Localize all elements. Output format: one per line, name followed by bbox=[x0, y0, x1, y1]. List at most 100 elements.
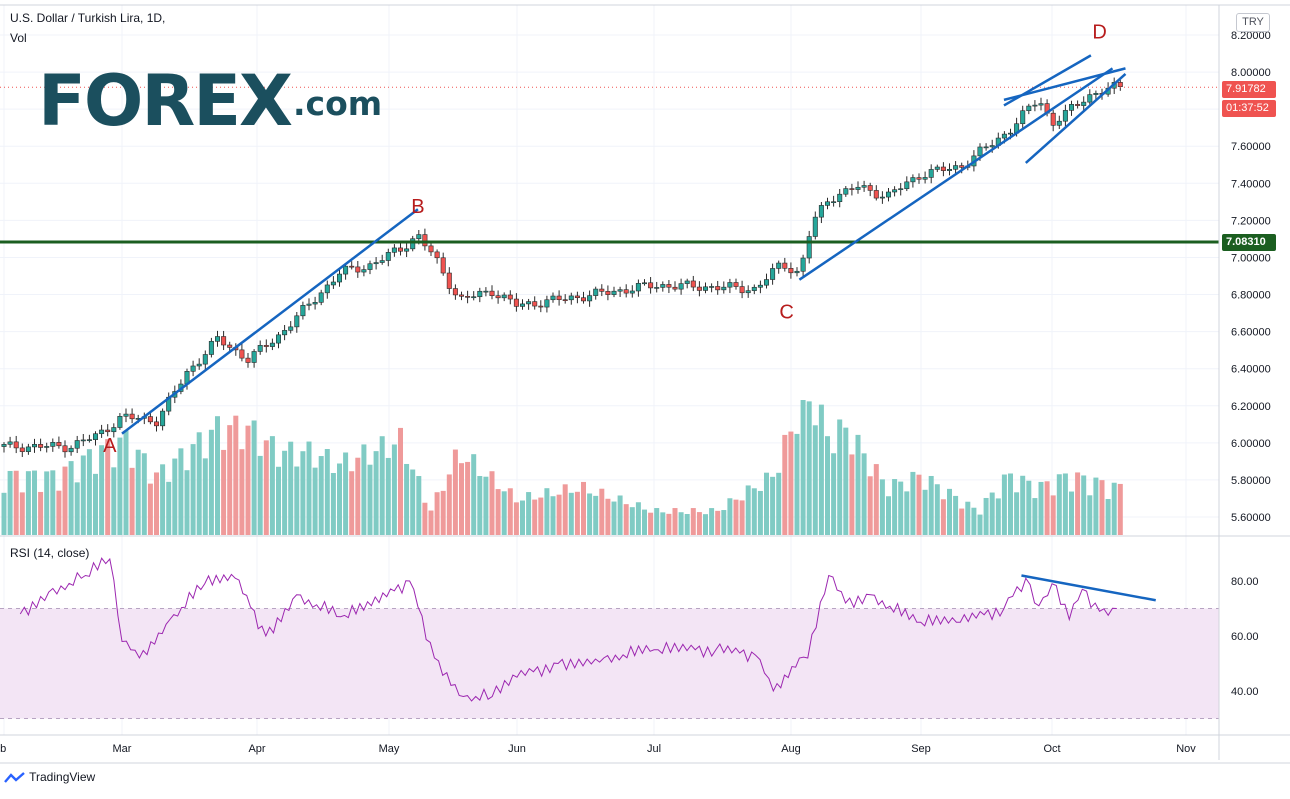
time-tick-label: Oct bbox=[1043, 743, 1060, 755]
candle-body bbox=[794, 270, 800, 274]
candle-body bbox=[739, 286, 745, 294]
volume-bar bbox=[660, 512, 666, 535]
price-tick-label: 8.20000 bbox=[1231, 30, 1271, 42]
volume-bar bbox=[696, 512, 702, 535]
volume-bar bbox=[562, 484, 568, 535]
candle-body bbox=[678, 283, 684, 290]
candle-body bbox=[855, 186, 861, 190]
candle-body bbox=[953, 165, 959, 170]
volume-bar bbox=[440, 490, 446, 535]
volume-bar bbox=[800, 400, 806, 535]
candle-body bbox=[648, 282, 654, 289]
volume-bar bbox=[538, 497, 544, 535]
price-tick-label: 6.60000 bbox=[1231, 327, 1271, 339]
price-tick-label: 6.20000 bbox=[1231, 401, 1271, 413]
volume-bar bbox=[995, 498, 1001, 535]
candle-body bbox=[257, 345, 263, 352]
candle-body bbox=[275, 334, 281, 344]
candle-body bbox=[709, 286, 715, 288]
candle-body bbox=[916, 177, 922, 180]
volume-bar bbox=[764, 472, 769, 535]
volume-bar bbox=[879, 479, 885, 535]
volume-bar bbox=[446, 474, 452, 535]
volume-bar bbox=[806, 401, 812, 535]
candlesticks bbox=[1, 77, 1123, 458]
volume-bar bbox=[928, 475, 934, 535]
volume-bar bbox=[568, 492, 574, 535]
candle-body bbox=[300, 305, 306, 317]
candle-body bbox=[282, 330, 288, 336]
volume-bar bbox=[855, 434, 861, 535]
volume-bar bbox=[227, 425, 233, 535]
candle-body bbox=[208, 341, 214, 355]
volume-bar bbox=[873, 464, 879, 535]
candle-body bbox=[190, 365, 196, 372]
volume-bar bbox=[532, 499, 538, 535]
candle-body bbox=[471, 296, 477, 299]
candle-body bbox=[1032, 104, 1038, 107]
volume-bar bbox=[520, 500, 525, 535]
volume-bar bbox=[1014, 492, 1020, 535]
candle-body bbox=[489, 290, 495, 296]
volume-bar bbox=[86, 449, 92, 535]
candle-body bbox=[428, 245, 434, 253]
candle-body bbox=[31, 444, 37, 448]
candle-body bbox=[757, 284, 763, 288]
candle-body bbox=[44, 446, 50, 448]
volume-bar bbox=[7, 470, 13, 535]
volume-bar bbox=[1081, 475, 1087, 535]
volume-bar bbox=[581, 481, 586, 535]
volume-bar bbox=[794, 433, 800, 535]
volume-bar bbox=[428, 510, 434, 535]
volume-bar bbox=[324, 449, 330, 535]
volume-bar bbox=[861, 453, 867, 535]
candle-body bbox=[7, 441, 13, 445]
currency-badge[interactable]: TRY bbox=[1236, 13, 1270, 32]
candle-body bbox=[1050, 112, 1056, 126]
candle-body bbox=[922, 177, 928, 180]
candle-body bbox=[1081, 101, 1087, 106]
volume-bar bbox=[556, 494, 562, 535]
volume-bar bbox=[123, 430, 129, 535]
tradingview-footer[interactable]: TradingView bbox=[4, 770, 95, 785]
candle-body bbox=[892, 189, 898, 193]
candle-body bbox=[928, 169, 934, 178]
volume-bar bbox=[1001, 474, 1007, 535]
candle-body bbox=[19, 447, 25, 452]
rsi-tick-label: 40.00 bbox=[1231, 686, 1259, 698]
candle-body bbox=[440, 257, 446, 274]
price-tick-label: 6.00000 bbox=[1231, 438, 1271, 450]
candle-body bbox=[318, 292, 324, 303]
volume-bar bbox=[910, 471, 916, 535]
volume-bar bbox=[62, 466, 68, 535]
volume-bar bbox=[507, 488, 513, 535]
volume-bar bbox=[202, 458, 208, 535]
volume-bar bbox=[892, 479, 898, 535]
volume-bar bbox=[648, 512, 654, 535]
candle-body bbox=[635, 283, 641, 292]
volume-bar bbox=[1099, 480, 1105, 535]
volume-bar bbox=[184, 470, 190, 535]
candle-body bbox=[770, 268, 776, 280]
candle-body bbox=[593, 288, 599, 296]
candle-body bbox=[715, 286, 721, 291]
candle-body bbox=[806, 236, 812, 259]
volume-bar bbox=[605, 498, 611, 535]
time-tick-label: Nov bbox=[1176, 743, 1196, 755]
candle-body bbox=[367, 263, 373, 270]
rsi-indicator-label[interactable]: RSI (14, close) bbox=[10, 546, 90, 560]
time-tick-label: eb bbox=[0, 743, 6, 755]
candle-body bbox=[422, 234, 428, 247]
volume-bar bbox=[483, 476, 489, 535]
volume-bar bbox=[818, 404, 824, 535]
candle-body bbox=[727, 282, 733, 288]
candle-body bbox=[940, 166, 946, 171]
volume-bar bbox=[349, 471, 355, 535]
volume-bar bbox=[965, 501, 971, 535]
rsi-tick-label: 60.00 bbox=[1231, 631, 1259, 643]
candle-body bbox=[702, 286, 708, 291]
candle-body bbox=[263, 345, 269, 347]
rsi-line bbox=[19, 557, 1117, 702]
candle-body bbox=[617, 289, 623, 292]
pattern-label-a: A bbox=[103, 435, 117, 457]
